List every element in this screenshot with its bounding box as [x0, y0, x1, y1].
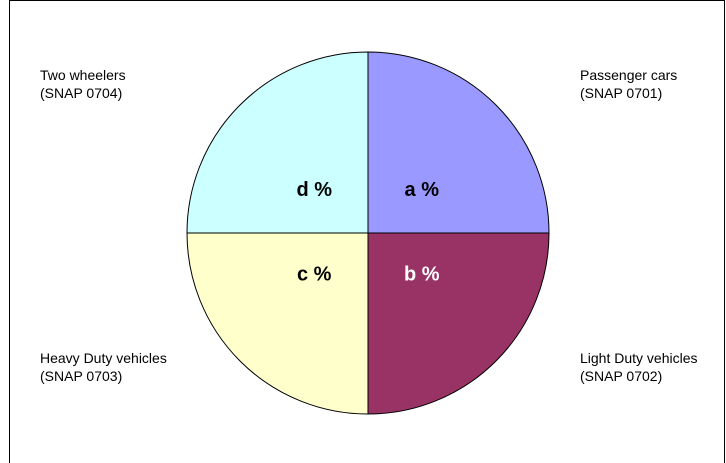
slice-label: b % — [404, 264, 440, 286]
pie-slice — [367, 51, 550, 234]
pie-slice — [186, 51, 369, 234]
category-label: Passenger cars (SNAP 0701) — [580, 67, 678, 101]
slice-label: c % — [297, 264, 332, 286]
pie-slice — [186, 232, 369, 415]
pie-slice — [367, 232, 550, 415]
category-label: Heavy Duty vehicles (SNAP 0703) — [40, 350, 167, 384]
slice-label: a % — [405, 179, 440, 201]
category-label: Light Duty vehicles (SNAP 0702) — [580, 350, 698, 384]
category-label: Two wheelers (SNAP 0704) — [40, 67, 126, 101]
slice-label: d % — [296, 179, 332, 201]
